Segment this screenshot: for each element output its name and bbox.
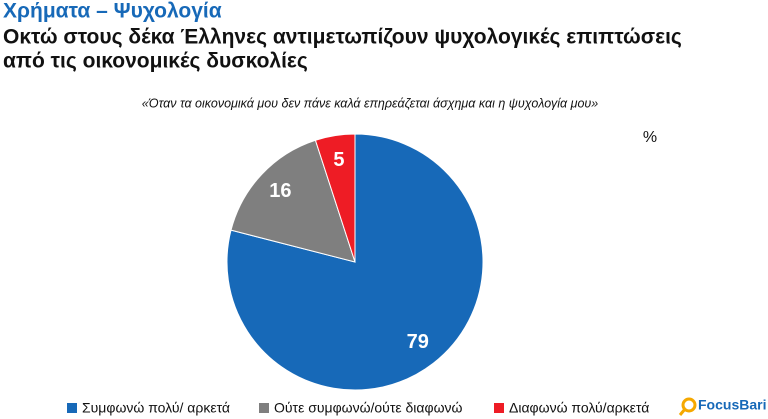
pie-slice — [314, 133, 356, 263]
legend-swatch — [494, 403, 504, 413]
legend-label: Ούτε συμφωνώ/ούτε διαφωνώ — [274, 400, 463, 416]
legend-label: Διαφωνώ πολύ/αρκετά — [509, 400, 649, 416]
chart-title: από τις οικονομικές δυσκολίες — [3, 50, 308, 73]
logo: FocusBari — [678, 397, 766, 416]
chart-title: Οκτώ στους δέκα Έλληνες αντιμετωπίζουν ψ… — [3, 26, 682, 49]
logo-icon — [678, 408, 687, 416]
legend-swatch — [259, 403, 269, 413]
data-label: 16 — [269, 180, 291, 202]
section-title: Χρήματα – Ψυχολογία — [3, 0, 222, 23]
data-label: 79 — [407, 331, 429, 353]
pie-slice — [230, 139, 356, 263]
unit: % — [643, 129, 657, 146]
legend-label: Συμφωνώ πολύ/ αρκετά — [82, 400, 230, 416]
logo-text: FocusBari — [698, 397, 766, 413]
logo-icon — [681, 397, 697, 413]
legend-swatch — [67, 403, 77, 413]
question: «Όταν τα οικονομικά μου δεν πάνε καλά επ… — [142, 96, 599, 110]
data-label: 5 — [333, 149, 344, 171]
